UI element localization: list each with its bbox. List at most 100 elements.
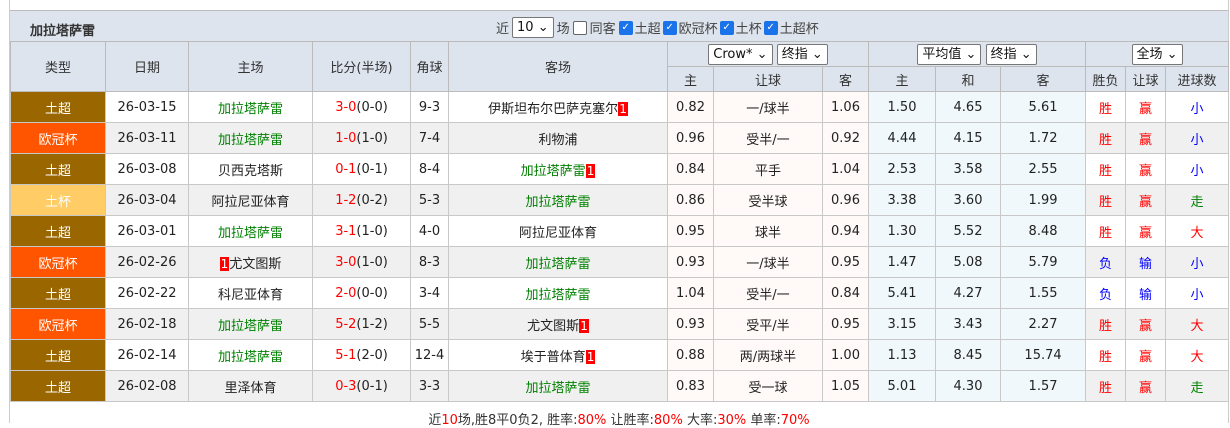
home-team-cell[interactable]: 阿拉尼亚体育 [188, 184, 313, 216]
half-score: (0-1) [356, 378, 388, 394]
away-team[interactable]: 加拉塔萨雷 [525, 194, 591, 210]
half-score: (0-0) [356, 285, 388, 301]
league-checkbox[interactable]: ✓ [618, 20, 633, 35]
match-date: 26-03-11 [105, 122, 189, 154]
home-team[interactable]: 加拉塔萨雷 [217, 225, 283, 241]
home-team-cell[interactable]: 贝西克塔斯 [188, 153, 313, 185]
home-team[interactable]: 加拉塔萨雷 [217, 349, 283, 365]
corners: 5-5 [410, 308, 449, 340]
away-team[interactable]: 阿拉尼亚体育 [518, 225, 597, 241]
home-team-cell[interactable]: 加拉塔萨雷 [188, 122, 313, 154]
euro-draw-odds: 4.27 [935, 277, 1002, 309]
league-label: 土杯 [735, 22, 762, 37]
away-team[interactable]: 利物浦 [538, 132, 578, 148]
score-cell: 1-2(0-2) [312, 184, 411, 216]
home-team[interactable]: 加拉塔萨雷 [217, 132, 283, 148]
league-checkbox[interactable]: ✓ [719, 20, 734, 35]
away-team[interactable]: 加拉塔萨雷 [525, 256, 591, 272]
match-date: 26-03-08 [105, 153, 189, 185]
same-home-checkbox[interactable] [572, 20, 587, 35]
result-goals: 大 [1165, 215, 1230, 247]
away-team-cell[interactable]: 阿拉尼亚体育 [448, 215, 668, 247]
handicap-line: 球半 [713, 215, 823, 247]
away-team-cell[interactable]: 尤文图斯1 [448, 308, 668, 340]
header-score: 比分(半场) [312, 41, 411, 92]
result-win-loss: 胜 [1085, 339, 1127, 371]
league-label: 欧冠杯 [678, 22, 718, 37]
company-select[interactable]: Crow* ⌄ [708, 43, 773, 65]
match-type: 欧冠杯 [10, 122, 106, 154]
score-cell: 2-0(0-0) [312, 277, 411, 309]
league-filters: ✓ 土超 ✓ 欧冠杯 ✓ 土杯 ✓ 土超杯 [618, 18, 819, 37]
euro-selects: 平均值 ⌄ 终指 ⌄ [868, 41, 1087, 67]
odd-rate: 70% [780, 413, 810, 428]
euro-away-odds: 1.55 [1000, 277, 1087, 309]
home-team[interactable]: 加拉塔萨雷 [217, 101, 283, 117]
home-team-cell[interactable]: 科尼亚体育 [188, 277, 313, 309]
handicap-away-odds: 0.94 [821, 215, 870, 247]
scope-value: 全场 [1136, 46, 1163, 62]
home-team[interactable]: 贝西克塔斯 [217, 163, 283, 179]
table-row: 欧冠杯 26-02-18 加拉塔萨雷 5-2(1-2) 5-5 尤文图斯1 0.… [10, 308, 1230, 340]
away-team-cell[interactable]: 加拉塔萨雷 [448, 277, 668, 309]
handicap-home-odds: 1.04 [667, 277, 714, 309]
home-team-cell[interactable]: 加拉塔萨雷 [188, 215, 313, 247]
result-goals: 小 [1165, 153, 1230, 185]
handicap-away-odds: 1.05 [821, 370, 870, 402]
full-score: 1-0 [335, 130, 357, 146]
result-goals: 小 [1165, 277, 1230, 309]
euro-home-odds: 4.44 [868, 122, 937, 154]
home-team-cell[interactable]: 里泽体育 [188, 370, 313, 402]
league-checkbox[interactable]: ✓ [662, 20, 677, 35]
away-team[interactable]: 伊斯坦布尔巴萨克塞尔 [488, 101, 619, 117]
league-checkbox[interactable]: ✓ [763, 20, 778, 35]
full-score: 5-2 [335, 316, 357, 332]
result-win-loss: 胜 [1085, 308, 1127, 340]
header-goals: 进球数 [1165, 66, 1230, 92]
away-team-cell[interactable]: 加拉塔萨雷 [448, 246, 668, 278]
home-team[interactable]: 尤文图斯 [229, 256, 282, 272]
result-goals: 大 [1165, 308, 1230, 340]
handicap-away-odds: 0.96 [821, 184, 870, 216]
home-team-cell[interactable]: 加拉塔萨雷 [188, 91, 313, 123]
home-team[interactable]: 阿拉尼亚体育 [211, 194, 290, 210]
handicap-home-odds: 0.86 [667, 184, 714, 216]
scope-select[interactable]: 全场 ⌄ [1131, 43, 1183, 65]
match-type: 土超 [10, 370, 106, 402]
home-team-cell[interactable]: 1尤文图斯 [188, 246, 313, 278]
euro-type-select[interactable]: 终指 ⌄ [985, 43, 1037, 65]
table-row: 土超 26-03-01 加拉塔萨雷 3-1(1-0) 4-0 阿拉尼亚体育 0.… [10, 215, 1230, 247]
result-handicap: 赢 [1125, 153, 1167, 185]
away-team-cell[interactable]: 埃于普体育1 [448, 339, 668, 371]
match-date: 26-02-18 [105, 308, 189, 340]
away-team-cell[interactable]: 加拉塔萨雷 [448, 184, 668, 216]
away-team[interactable]: 加拉塔萨雷 [520, 163, 586, 179]
euro-home-odds: 3.38 [868, 184, 937, 216]
home-team[interactable]: 加拉塔萨雷 [217, 318, 283, 334]
away-team[interactable]: 尤文图斯 [527, 318, 580, 334]
away-team-cell[interactable]: 加拉塔萨雷 [448, 370, 668, 402]
handicap-away-odds: 0.95 [821, 246, 870, 278]
away-team[interactable]: 加拉塔萨雷 [525, 287, 591, 303]
result-goals: 大 [1165, 339, 1230, 371]
handicap-line: 两/两球半 [713, 339, 823, 371]
header-e-away: 客 [1000, 66, 1087, 92]
home-team-cell[interactable]: 加拉塔萨雷 [188, 339, 313, 371]
away-team-cell[interactable]: 利物浦 [448, 122, 668, 154]
away-team[interactable]: 加拉塔萨雷 [525, 380, 591, 396]
away-team-cell[interactable]: 加拉塔萨雷1 [448, 153, 668, 185]
handicap-line: 受半/一 [713, 277, 823, 309]
euro-company-select[interactable]: 平均值 ⌄ [917, 43, 982, 65]
handicap-type-select[interactable]: 终指 ⌄ [776, 43, 828, 65]
away-team[interactable]: 埃于普体育 [520, 349, 586, 365]
match-count-select[interactable]: 10 ⌄ [512, 17, 554, 38]
euro-away-odds: 15.74 [1000, 339, 1087, 371]
away-team-cell[interactable]: 伊斯坦布尔巴萨克塞尔1 [448, 91, 668, 123]
result-win-loss: 负 [1085, 277, 1127, 309]
result-handicap: 赢 [1125, 215, 1167, 247]
half-score: (0-2) [356, 192, 388, 208]
home-team-cell[interactable]: 加拉塔萨雷 [188, 308, 313, 340]
euro-draw-odds: 4.30 [935, 370, 1002, 402]
home-team[interactable]: 里泽体育 [224, 380, 277, 396]
home-team[interactable]: 科尼亚体育 [217, 287, 283, 303]
